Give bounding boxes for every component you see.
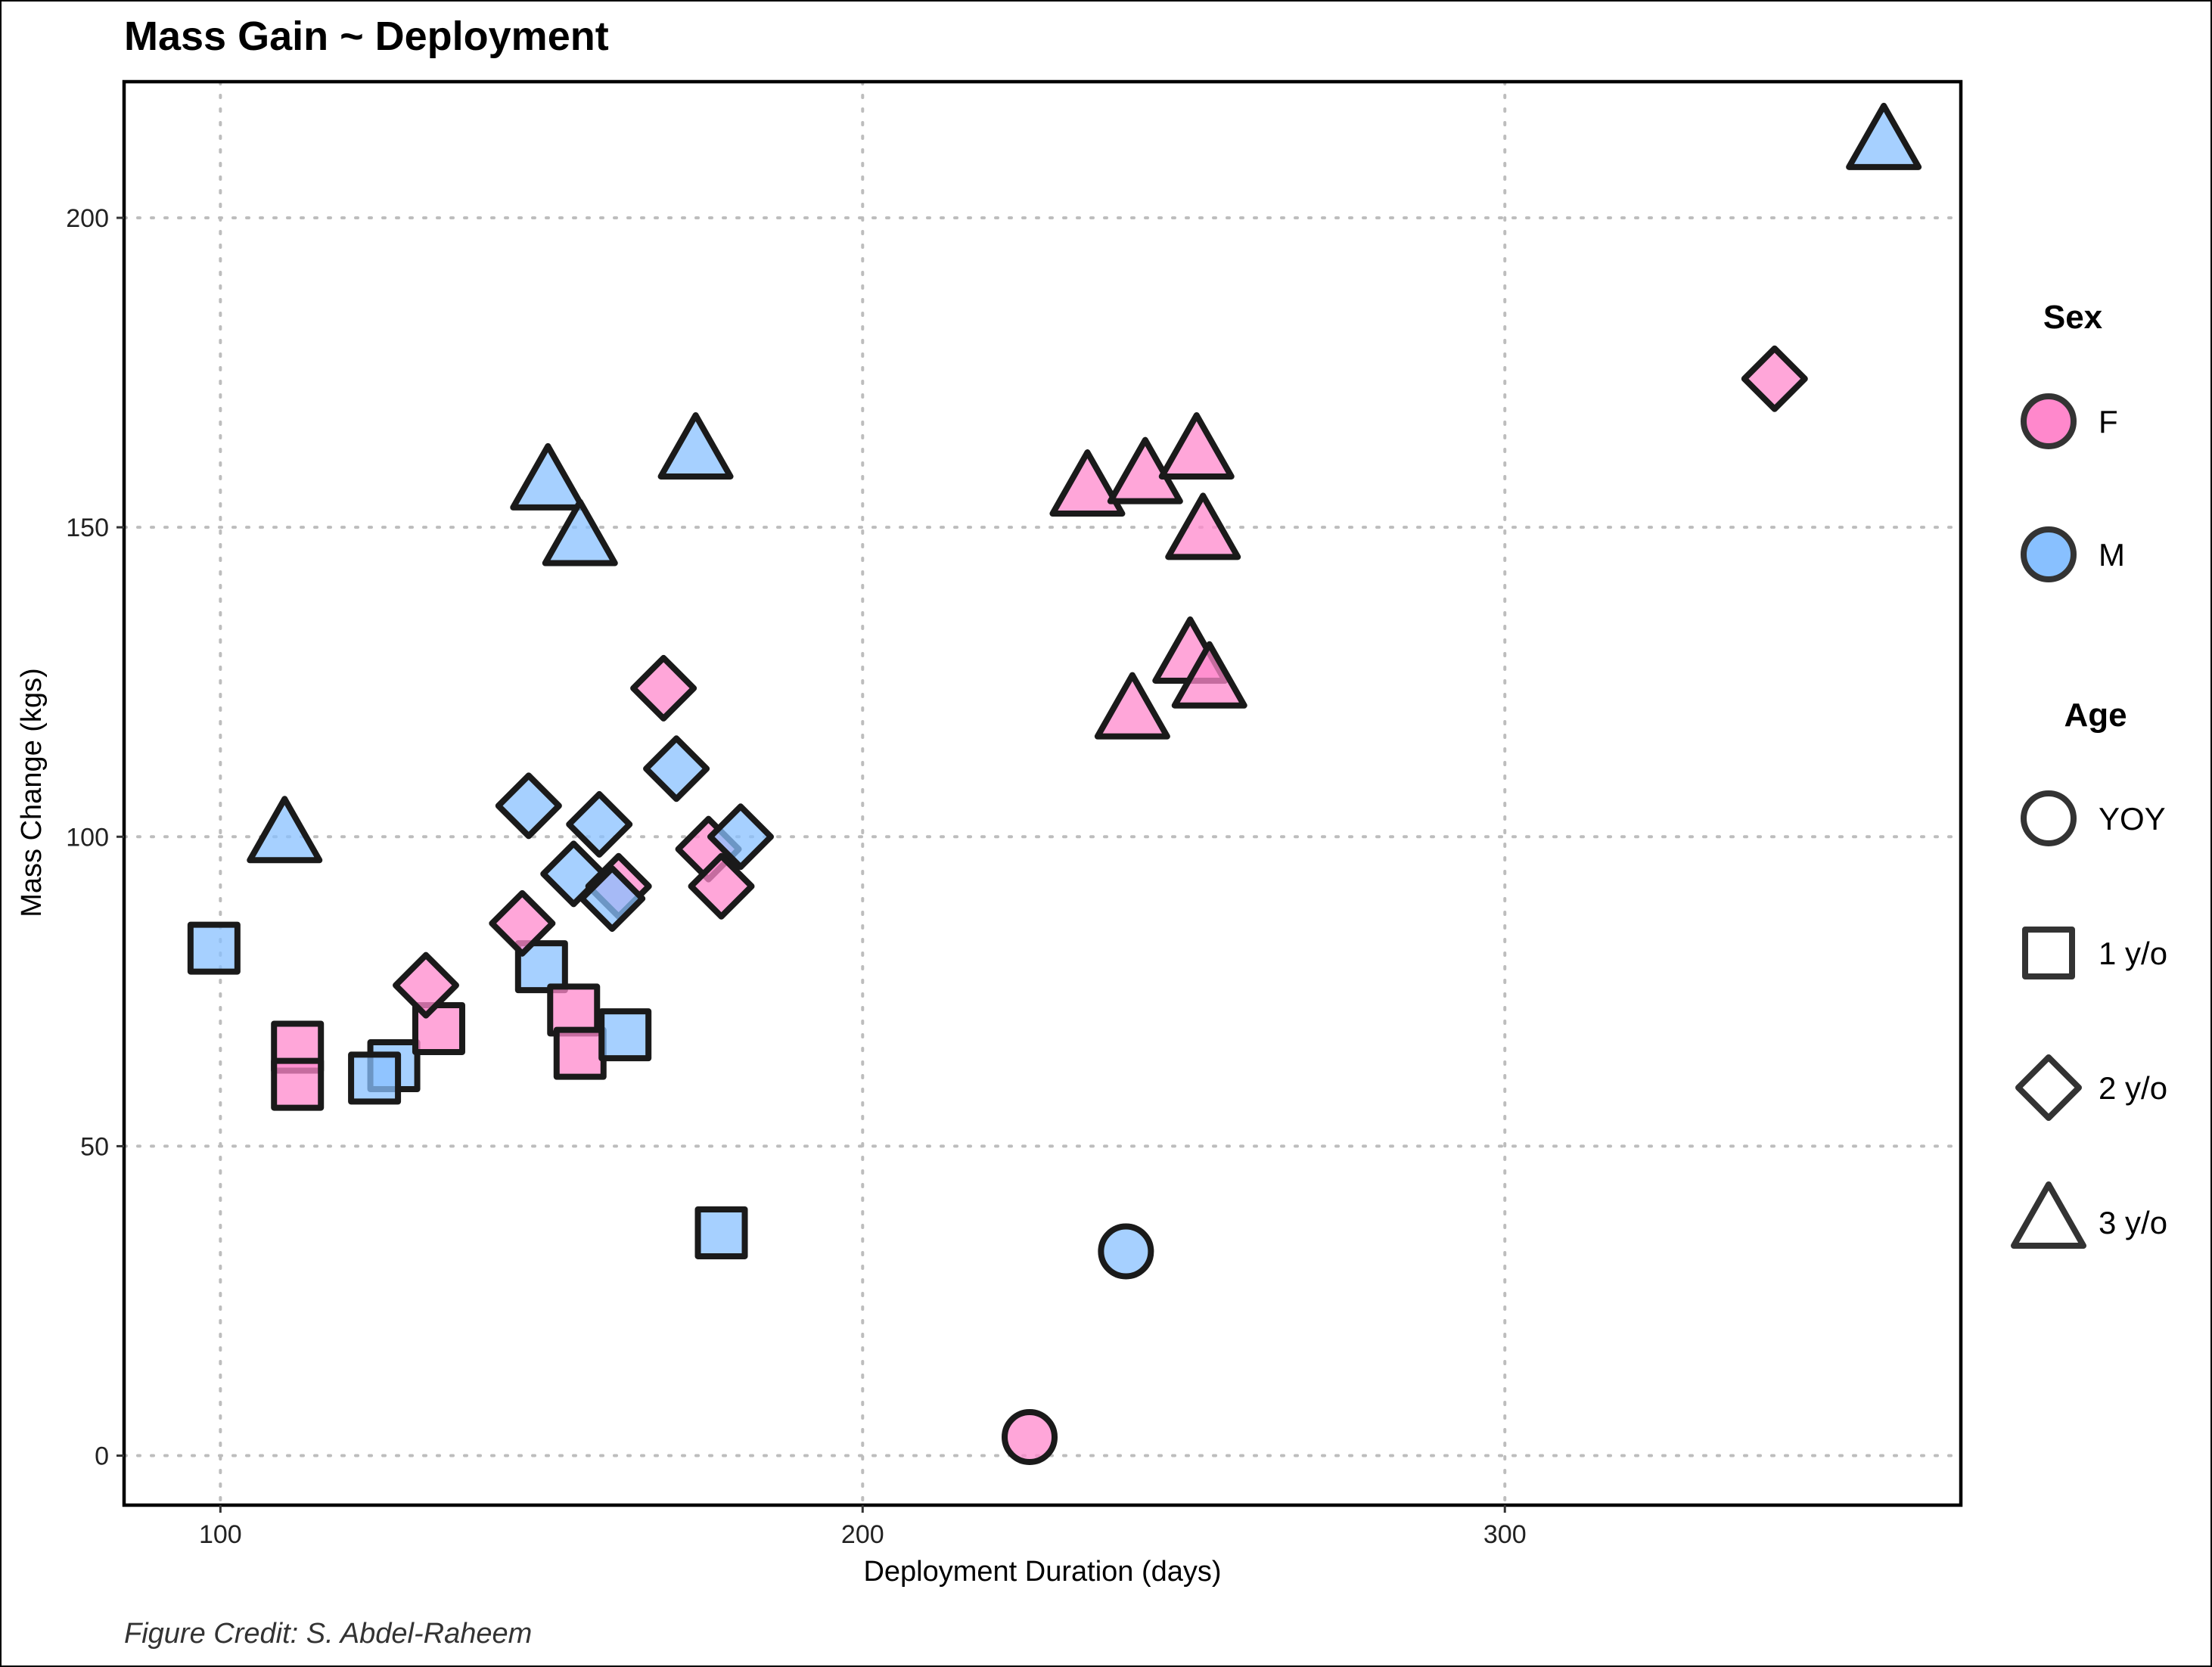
axis-ticks: 100 200 300 0 50 100 150 200 [66, 204, 1526, 1549]
data-point-28 [1049, 449, 1126, 517]
data-point-24 [247, 796, 323, 864]
plot-panel [122, 79, 1963, 1507]
y-tick-label-0: 0 [95, 1442, 109, 1471]
data-point-19 [643, 735, 710, 802]
data-point-27 [657, 411, 734, 480]
x-tick-label-2: 300 [1483, 1520, 1527, 1549]
data-point-6 [514, 940, 568, 994]
legend-label-sex-F: F [2099, 404, 2118, 439]
legend-key-age-1 [2022, 927, 2075, 979]
data-point-7 [547, 983, 601, 1037]
y-tick-label-3: 150 [66, 514, 109, 542]
data-point-13 [495, 772, 562, 840]
legend-title-sex: Sex [2043, 299, 2103, 336]
x-axis-label: Deployment Duration (days) [863, 1556, 1221, 1588]
legend-label-age-YOY: YOY [2099, 801, 2166, 837]
data-point-30 [1158, 411, 1235, 480]
data-point-4 [348, 1051, 402, 1105]
data-point-10 [694, 1206, 748, 1259]
legend-key-sex-M [2021, 526, 2077, 582]
data-point-23 [1741, 345, 1808, 412]
data-point-22 [707, 803, 774, 871]
data-point-12 [489, 889, 556, 957]
legend-key-age-YOY [2021, 790, 2077, 846]
legend-label-sex-M: M [2099, 537, 2125, 573]
y-tick-label-2: 100 [66, 823, 109, 852]
data-point-37 [1098, 1223, 1154, 1280]
legend-items: F M YOY 1 y/o 2 y/o 3 y/o [2011, 393, 2167, 1249]
figure-caption: Figure Credit: S. Abdel-Raheem [124, 1618, 532, 1650]
data-point-21 [688, 852, 755, 920]
data-point-18 [630, 654, 697, 722]
y-tick-label-4: 200 [66, 204, 109, 233]
legend-label-age-3: 3 y/o [2099, 1205, 2167, 1240]
data-point-31 [1165, 492, 1241, 560]
data-point-14 [566, 790, 633, 858]
legend-key-age-3 [2011, 1181, 2086, 1249]
data-points [187, 102, 1922, 1465]
y-axis-label: Mass Change (kgs) [16, 668, 48, 917]
data-point-11 [393, 951, 460, 1019]
data-point-35 [1846, 102, 1922, 170]
data-point-26 [542, 498, 618, 567]
x-tick-label-1: 200 [841, 1520, 884, 1549]
data-point-9 [598, 1008, 652, 1062]
legend: Sex Age F M YOY 1 y/o 2 y/o 3 y/o [2011, 299, 2167, 1249]
grid [123, 80, 1962, 1507]
data-point-34 [1094, 672, 1170, 740]
data-point-8 [553, 1026, 607, 1080]
legend-label-age-2: 2 y/o [2099, 1070, 2167, 1106]
data-point-36 [1002, 1408, 1058, 1465]
x-tick-label-0: 100 [199, 1520, 242, 1549]
chart-title: Mass Gain ~ Deployment [124, 14, 609, 59]
data-point-17 [579, 865, 646, 933]
legend-key-sex-F [2021, 393, 2077, 449]
data-point-25 [510, 442, 586, 511]
legend-label-age-1: 1 y/o [2099, 936, 2167, 971]
data-point-2 [271, 1057, 325, 1111]
data-point-0 [187, 921, 241, 975]
data-point-5 [412, 1001, 465, 1055]
legend-title-age: Age [2064, 697, 2127, 734]
y-tick-label-1: 50 [80, 1132, 109, 1161]
legend-key-age-2 [2015, 1054, 2082, 1121]
data-point-33 [1171, 641, 1247, 709]
